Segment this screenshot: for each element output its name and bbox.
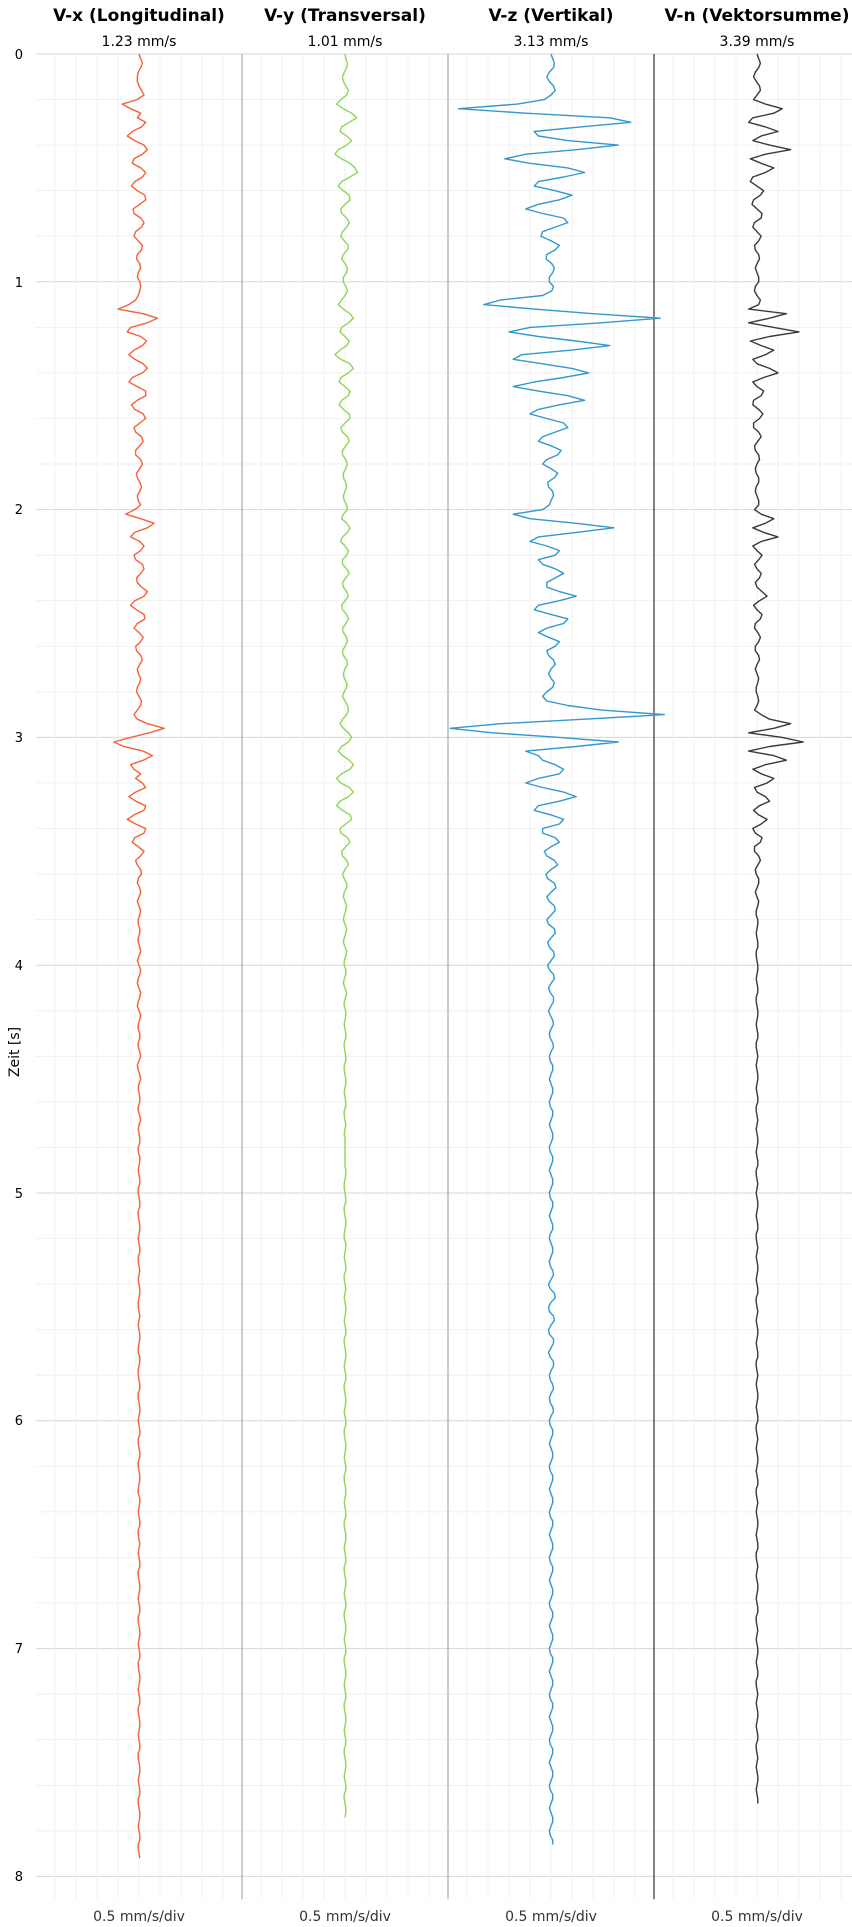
trace-vz [449, 53, 666, 1845]
y-tick-label: 0 [15, 48, 23, 63]
panel-dividers [241, 54, 655, 1900]
panel-scale-vn: 0.5 mm/s/div [711, 1909, 803, 1925]
y-tick-label: 1 [15, 276, 23, 291]
y-tick-label: 6 [15, 1414, 23, 1429]
panel-scale-vy: 0.5 mm/s/div [299, 1909, 391, 1925]
trace-vy [334, 53, 359, 1818]
y-tick-label: 5 [15, 1187, 23, 1202]
panel-peak-vx: 1.23 mm/s [102, 34, 177, 50]
y-axis: 0 1 2 3 4 5 6 7 8 Zeit [s] [7, 48, 23, 1885]
panel-peak-vz: 3.13 mm/s [514, 34, 589, 50]
panel-scale-vz: 0.5 mm/s/div [505, 1909, 597, 1925]
panel-scale-labels: 0.5 mm/s/div 0.5 mm/s/div 0.5 mm/s/div 0… [93, 1909, 803, 1925]
y-axis-label: Zeit [s] [7, 1027, 23, 1077]
trace-vn [747, 53, 804, 1804]
y-tick-label: 2 [15, 503, 23, 518]
y-tick-label: 7 [15, 1642, 23, 1657]
panel-title-vz: V-z (Vertikal) [488, 6, 613, 26]
panel-title-vx: V-x (Longitudinal) [53, 6, 225, 26]
trace-vx [113, 53, 165, 1859]
panel-headers: V-x (Longitudinal) 1.23 mm/s V-y (Transv… [53, 6, 849, 50]
panel-title-vn: V-n (Vektorsumme) [665, 6, 850, 26]
panel-scale-vx: 0.5 mm/s/div [93, 1909, 185, 1925]
panel-title-vy: V-y (Transversal) [264, 6, 426, 26]
y-tick-label: 3 [15, 731, 23, 746]
panel-peak-vn: 3.39 mm/s [720, 34, 795, 50]
grid [36, 53, 852, 1900]
y-tick-label: 8 [15, 1870, 23, 1885]
traces [113, 53, 804, 1859]
panel-peak-vy: 1.01 mm/s [308, 34, 383, 50]
y-tick-label: 4 [15, 959, 23, 974]
